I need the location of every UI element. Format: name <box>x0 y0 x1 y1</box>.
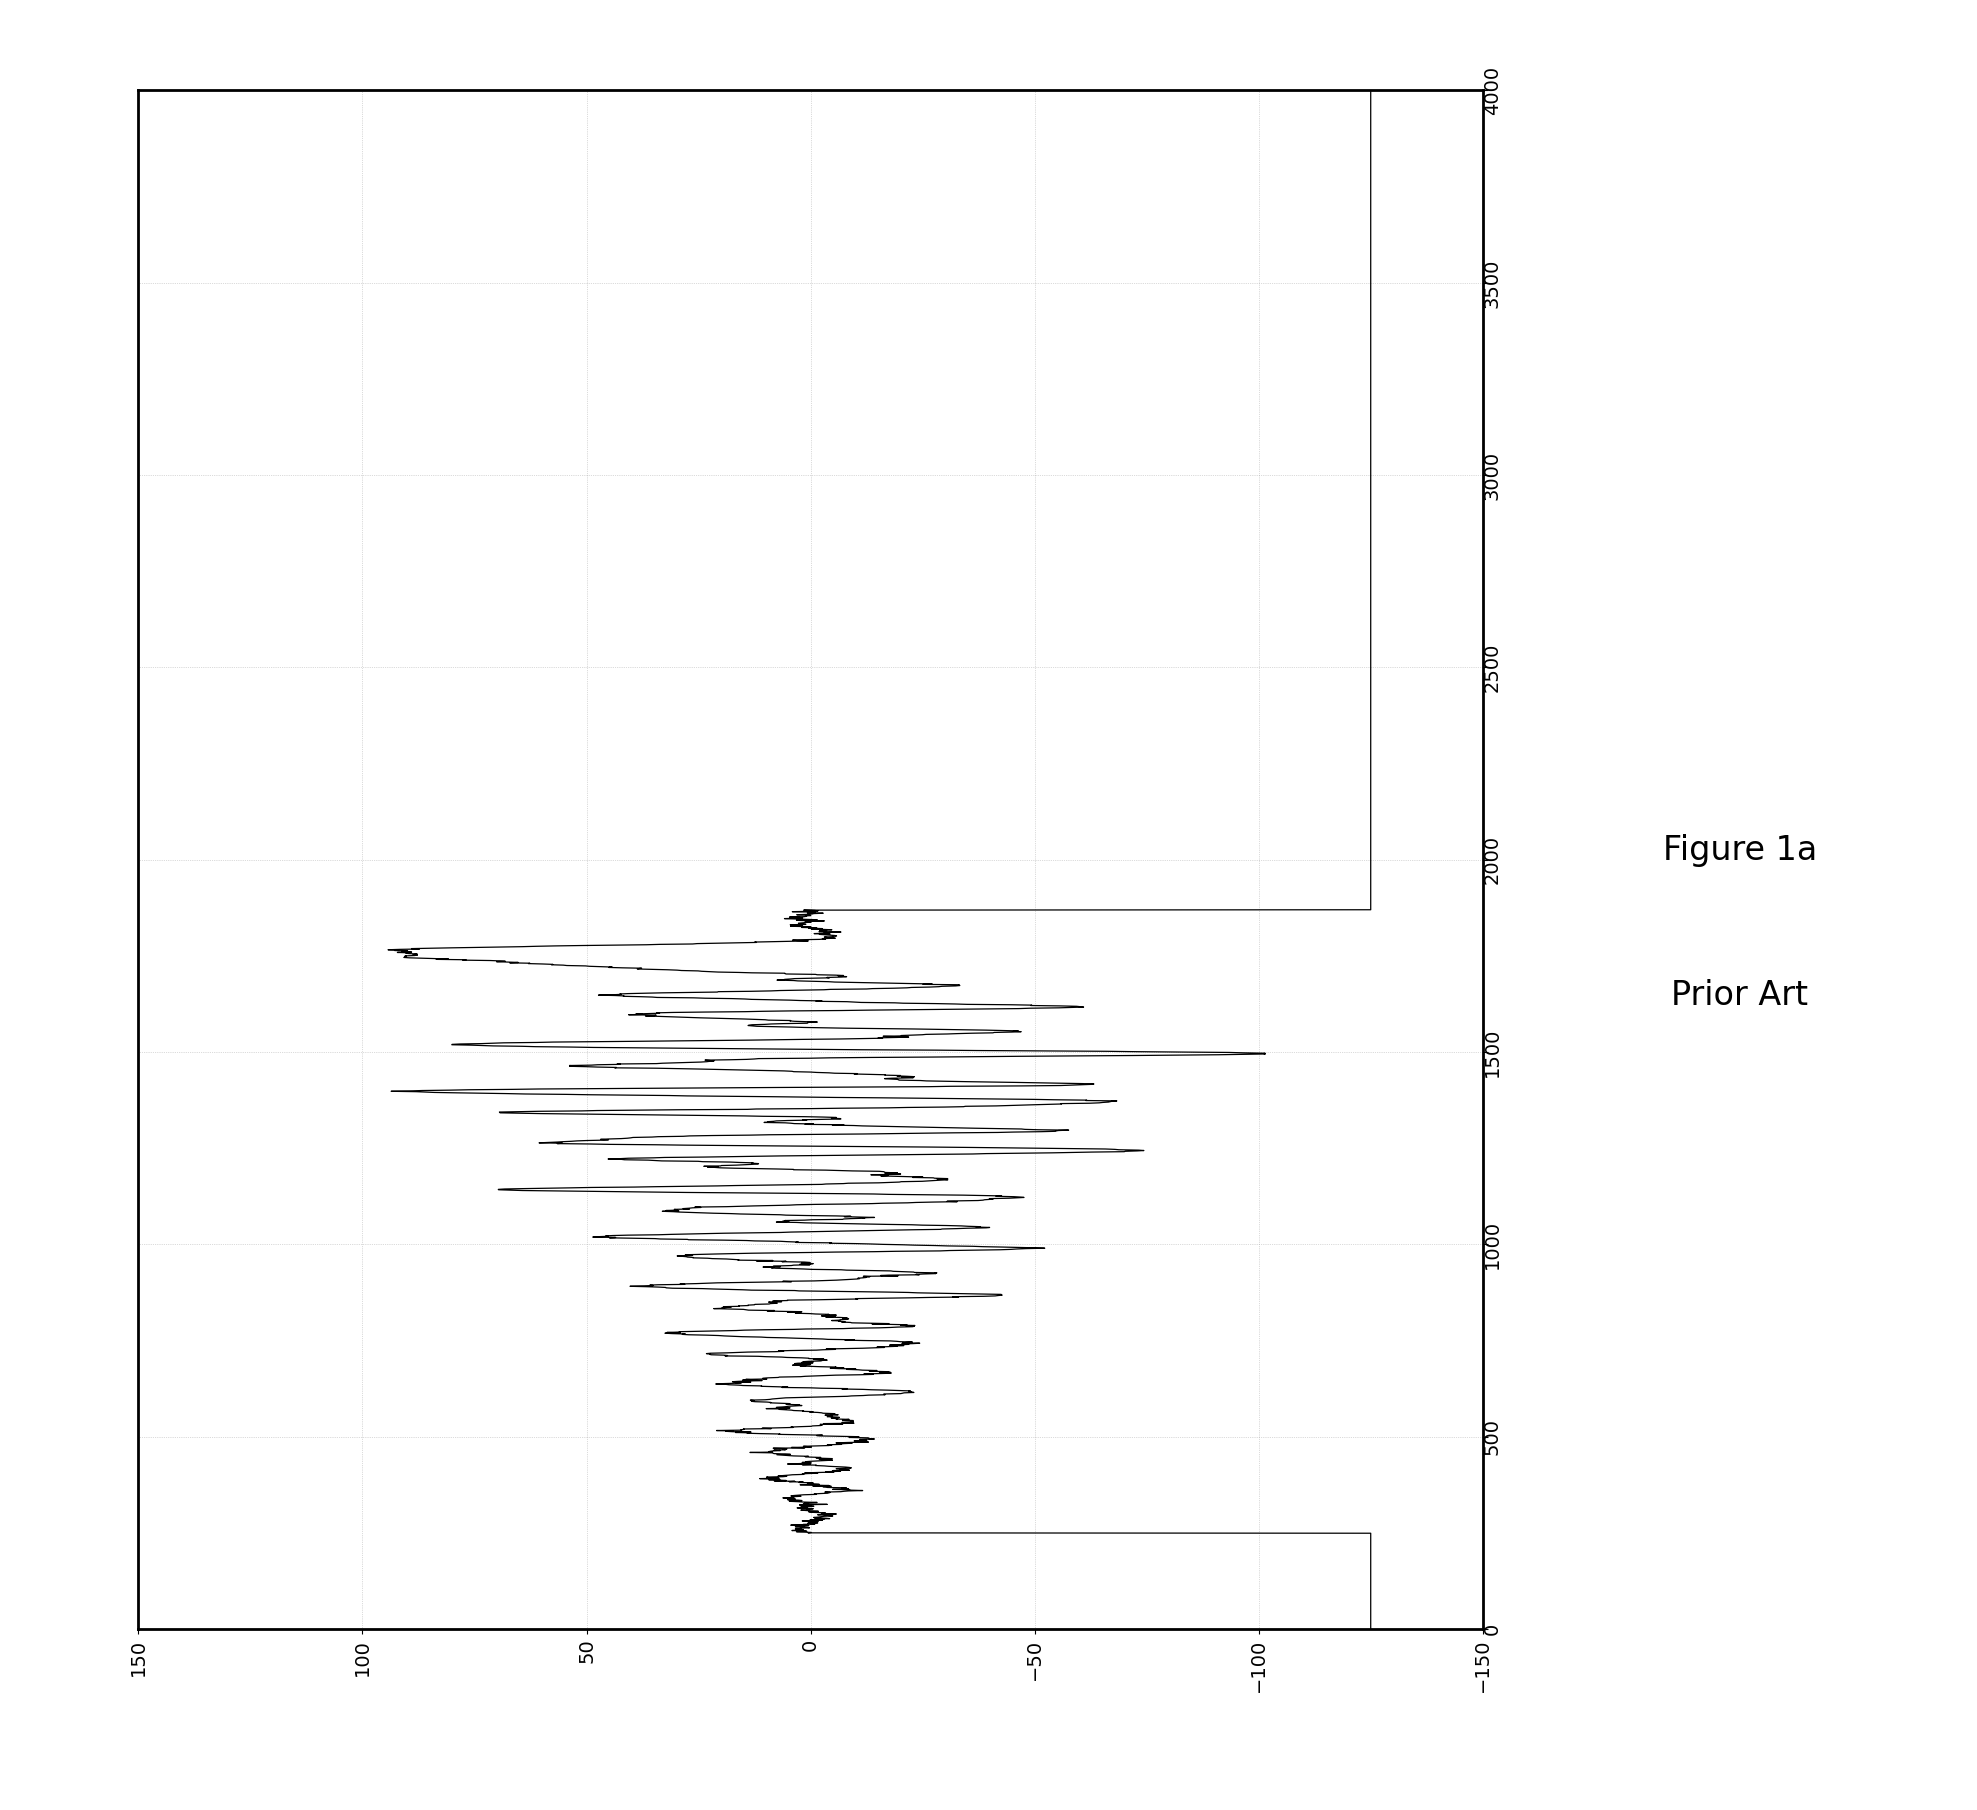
Text: Figure 1a: Figure 1a <box>1663 834 1817 867</box>
Text: Prior Art: Prior Art <box>1671 979 1809 1012</box>
